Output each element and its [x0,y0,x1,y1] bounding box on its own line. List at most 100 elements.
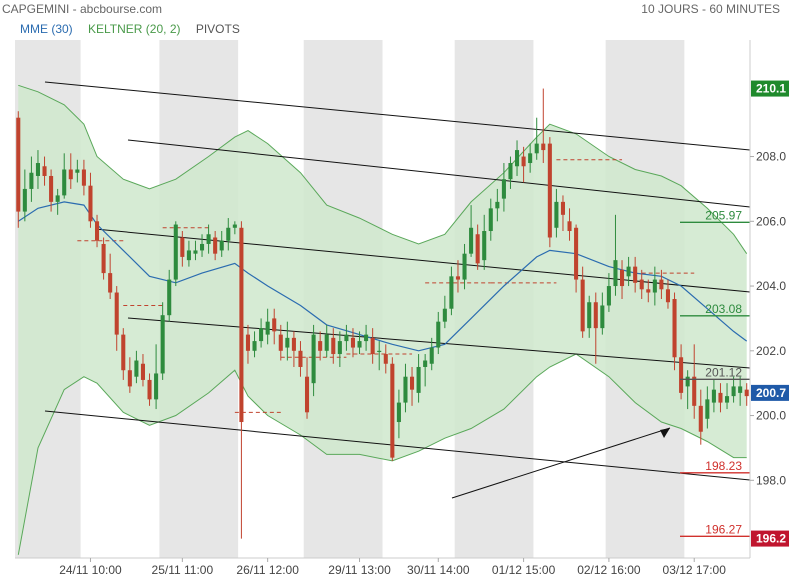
candle-body-93 [626,266,631,277]
candle-body-77 [521,156,526,167]
candle-body-65 [442,308,447,322]
candle-body-16 [121,334,126,371]
y-tick-label-4: 206.0 [756,214,786,228]
candle-body-98 [659,279,664,290]
trend-line-5 [451,427,671,499]
candle-body-102 [685,376,690,387]
y-tick-label-3: 204.0 [756,279,786,293]
candle-body-47 [324,334,329,351]
pivot-label-1: 203.08 [705,302,742,316]
candle-body-15 [114,292,119,335]
candle-body-53 [364,334,369,342]
candle-body-109 [731,386,736,397]
candle-body-43 [298,350,303,367]
price-badge-bg-0 [751,80,789,97]
y-tick-label-0: 198.0 [756,473,786,487]
candle-body-32 [226,227,231,241]
candle-body-85 [574,227,579,280]
candle-body-104 [698,405,703,432]
pivot-label-0: 205.97 [705,208,742,222]
candle-body-110 [738,386,743,393]
candle-body-31 [219,240,224,251]
candle-body-37 [259,328,264,342]
trend-line-1 [127,139,751,208]
candle-body-69 [469,227,474,254]
candle-body-4 [42,166,47,176]
pivot-label-2: 201.12 [705,365,742,379]
candle-body-82 [554,201,559,228]
candle-body-92 [619,269,625,287]
candle-body-58 [396,402,401,423]
candle-body-20 [147,379,152,400]
x-tick-label-0: 24/11 10:00 [59,563,122,577]
candle-body-1 [22,188,27,212]
candle-body-46 [318,341,323,351]
candle-body-105 [705,399,710,419]
candle-body-61 [416,366,421,393]
legend-pivots[interactable]: PIVOTS [195,22,240,36]
candle-body-44 [304,376,310,413]
x-tick-label-3: 29/11 13:00 [328,563,391,577]
candle-body-81 [547,143,552,238]
candle-body-11 [88,185,93,222]
candle-body-3 [35,163,41,176]
candle-body-111 [744,389,749,397]
candle-body-13 [101,243,106,274]
candle-body-74 [501,179,506,199]
keltner-upper-line [18,84,748,254]
candle-body-19 [140,363,146,380]
candle-body-30 [213,237,218,254]
pivot-label-4: 196.27 [705,522,742,536]
price-badge-bg-2 [751,530,789,547]
candle-body-7 [62,169,67,196]
legend-keltner[interactable]: KELTNER (20, 2) [88,22,181,36]
candle-body-5 [49,175,54,202]
candle-body-22 [160,315,165,374]
candle-body-52 [357,341,362,348]
candle-body-90 [606,286,611,306]
candle-body-28 [199,243,205,251]
candle-body-55 [377,350,382,352]
candle-body-78 [528,153,533,164]
candle-body-51 [350,337,356,348]
candle-body-96 [646,289,651,293]
candle-body-45 [311,334,316,384]
candle-body-56 [383,354,388,364]
candle-body-89 [600,305,605,329]
candle-body-40 [278,334,283,351]
candle-body-10 [81,169,86,186]
x-tick-label-6: 02/12 16:00 [577,563,641,577]
candle-body-63 [429,347,434,364]
candle-body-24 [173,224,178,280]
candle-body-87 [587,302,592,329]
candle-body-21 [154,373,159,400]
price-badge-bg-1 [751,384,789,401]
candle-body-94 [633,266,638,283]
candle-body-76 [514,150,520,167]
candle-body-101 [679,357,684,393]
legend-mme[interactable]: MME (30) [20,22,73,36]
candle-body-80 [541,143,546,151]
x-tick-label-4: 30/11 14:00 [407,563,470,577]
candle-body-42 [291,337,296,351]
x-tick-label-2: 26/11 12:00 [236,563,299,577]
candle-body-95 [639,279,644,290]
candle-body-25 [180,237,185,257]
mme-line [17,201,748,352]
trend-line-0 [44,81,751,151]
candle-body-57 [390,363,395,458]
candle-body-18 [134,360,139,377]
candle-body-88 [593,302,598,329]
arrow-head [660,428,670,438]
candle-body-33 [232,224,237,228]
legend: MME (30) KELTNER (20, 2) PIVOTS [20,22,252,36]
candle-body-68 [462,253,467,280]
candle-body-35 [245,334,251,351]
keltner-lower-line [17,353,747,555]
candle-body-72 [488,208,493,232]
candle-body-75 [508,163,513,180]
price-badge-0: 210.1 [756,82,786,96]
x-tick-label-5: 01/12 15:00 [492,563,556,577]
